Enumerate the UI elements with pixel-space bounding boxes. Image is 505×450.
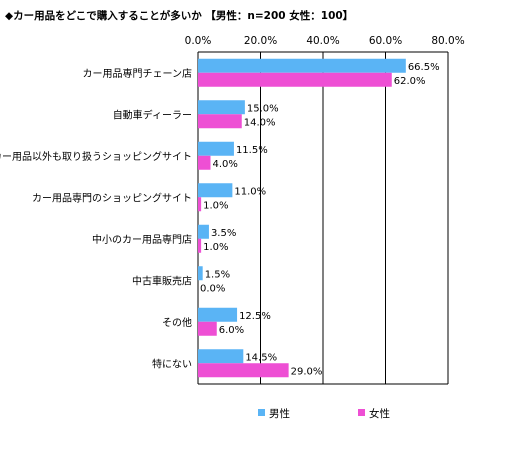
bar-female (198, 114, 242, 129)
x-tick-label: 60.0% (369, 35, 402, 47)
bar-male (198, 141, 234, 156)
bar-male (198, 307, 238, 322)
bar-male (198, 224, 209, 239)
value-label: 15.0% (247, 103, 279, 114)
category-label: 自動車ディーラー (113, 108, 192, 121)
value-labels: 66.5% 62.0% 15.0% 14.0% 11.5% 4.0% 11.0% 1.0% 3.… (200, 62, 440, 378)
value-label: 1.0% (203, 242, 228, 253)
category-label: カー用品専門のショッピングサイト (32, 191, 192, 204)
x-tick-label: 0.0% (185, 35, 212, 47)
legend-label: 男性 (269, 407, 290, 420)
bar-female (198, 321, 217, 336)
category-label: 特にない (152, 358, 192, 370)
bar-female (198, 238, 202, 253)
legend-swatch-male (258, 409, 265, 416)
legend: 男性 女性 (258, 407, 390, 420)
x-tick-label: 40.0% (306, 35, 339, 47)
bar-male (198, 183, 233, 198)
value-label: 0.0% (200, 283, 225, 294)
category-label: カー用品専門チェーン店 (83, 67, 193, 80)
bar-female (198, 155, 211, 170)
value-label: 1.0% (203, 200, 228, 211)
value-label: 1.5% (205, 269, 230, 280)
value-label: 4.0% (213, 159, 238, 170)
bar-male (198, 58, 406, 73)
value-label: 11.0% (234, 186, 266, 197)
value-label: 6.0% (219, 325, 244, 336)
value-label: 14.0% (244, 117, 276, 128)
x-tick-label: 20.0% (244, 35, 277, 47)
legend-swatch-female (358, 409, 365, 416)
bar-male (198, 100, 245, 115)
category-labels: カー用品専門チェーン店自動車ディーラーカー用品以外も取り扱うショッピングサイトカ… (0, 67, 192, 371)
legend-label: 女性 (369, 407, 390, 420)
category-label: 中古車販売店 (132, 274, 192, 287)
category-label: 中小のカー用品専門店 (92, 233, 192, 246)
category-label: その他 (162, 316, 192, 329)
value-label: 29.0% (291, 366, 323, 377)
bars (198, 58, 406, 378)
value-label: 11.5% (236, 145, 268, 156)
bar-female (198, 72, 392, 87)
bar-male (198, 349, 244, 364)
x-tick-label: 80.0% (431, 35, 464, 47)
value-label: 62.0% (394, 76, 426, 87)
bar-male (198, 266, 203, 281)
x-axis-ticks: 0.0% 20.0% 40.0% 60.0% 80.0% (185, 35, 465, 47)
value-label: 14.5% (245, 352, 277, 363)
chart-title: ◆カー用品をどこで購入することが多いか 【男性：n=200 女性：100】 (5, 10, 354, 22)
bar-female (198, 363, 289, 378)
value-label: 12.5% (239, 311, 271, 322)
value-label: 3.5% (211, 228, 236, 239)
value-label: 66.5% (408, 62, 440, 73)
bar-female (198, 197, 202, 212)
category-label: カー用品以外も取り扱うショッピングサイト (0, 150, 192, 163)
